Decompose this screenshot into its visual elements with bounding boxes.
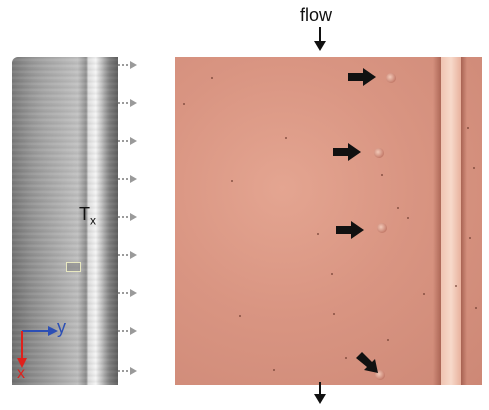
speck — [381, 174, 383, 176]
cell-arrow — [356, 352, 378, 373]
dash-arrow — [118, 327, 137, 335]
speck — [183, 103, 185, 105]
speck — [469, 237, 471, 239]
flow-bottom-arrow — [314, 382, 326, 404]
dash-arrow — [118, 99, 137, 107]
cell — [377, 223, 387, 233]
axis-y-label: y — [57, 317, 66, 337]
channel-wall-shadow-left — [433, 57, 441, 385]
tx-label-main: T — [79, 204, 90, 224]
axis-x-label: x — [17, 365, 25, 382]
side-view-image — [12, 57, 118, 385]
speck — [455, 285, 457, 287]
dash-arrow — [118, 251, 137, 259]
speck — [239, 315, 241, 317]
dash-arrow — [118, 213, 137, 221]
dash-arrow — [118, 367, 137, 375]
dash-arrow — [118, 175, 137, 183]
dash-arrow — [118, 61, 137, 69]
dash-arrow — [118, 137, 137, 145]
speck — [333, 313, 335, 315]
flow-label: flow — [300, 5, 333, 25]
speck — [345, 357, 347, 359]
speck — [273, 369, 275, 371]
speck — [397, 207, 399, 209]
microscope-image — [175, 57, 482, 385]
speck — [231, 180, 233, 182]
speck — [317, 233, 319, 235]
speck — [475, 307, 477, 309]
axes-indicator — [17, 326, 58, 368]
cell — [375, 370, 385, 380]
speck — [387, 339, 389, 341]
cell-arrow — [336, 221, 364, 239]
speck — [211, 77, 213, 79]
speck — [407, 217, 409, 219]
cell-arrow — [348, 68, 376, 86]
speck — [331, 273, 333, 275]
marker-box — [66, 262, 81, 272]
speck — [423, 293, 425, 295]
cell — [386, 73, 396, 83]
speck — [473, 167, 475, 169]
cell-arrow — [333, 143, 361, 161]
speck — [467, 127, 469, 129]
cell — [374, 148, 384, 158]
side-view-edge-shade — [96, 57, 118, 385]
tx-label: Tx — [79, 205, 96, 230]
tx-label-sub: x — [90, 213, 96, 228]
channel-wall-shadow-right — [461, 57, 467, 385]
speck — [285, 137, 287, 139]
channel-wall — [441, 57, 461, 385]
flow-top-arrow — [314, 27, 326, 51]
dash-arrow — [118, 289, 137, 297]
